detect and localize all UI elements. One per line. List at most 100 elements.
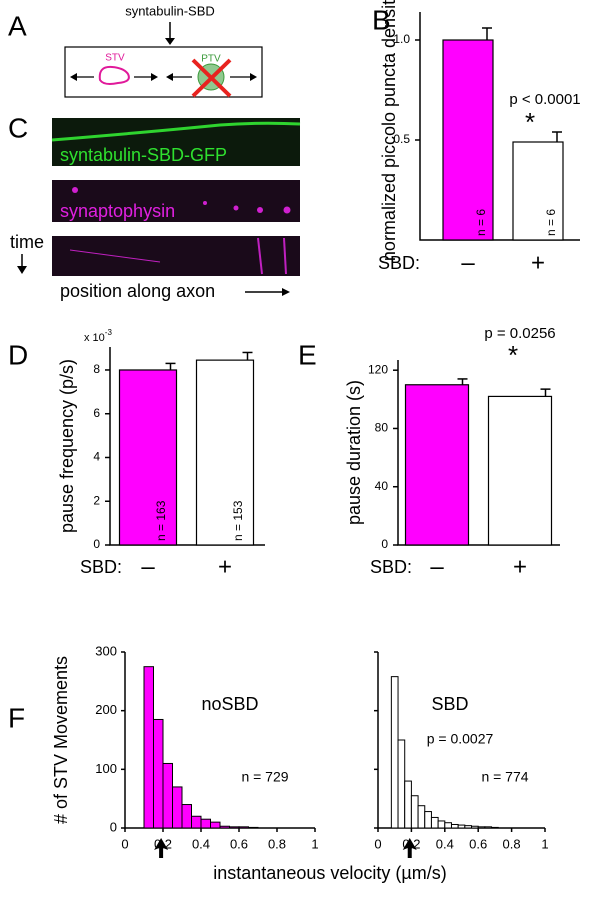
histogram-bar xyxy=(248,826,259,829)
bar xyxy=(195,359,255,546)
panel-label: B xyxy=(372,4,391,35)
n-label: n = 163 xyxy=(154,500,168,541)
n-label: n = 774 xyxy=(481,769,528,785)
histogram-bar xyxy=(219,825,230,829)
y-axis-label: # of STV Movements xyxy=(51,656,71,824)
stv-shape xyxy=(98,65,130,85)
multiplier-base: x 10 xyxy=(84,332,105,344)
arrow-head xyxy=(282,288,290,296)
histogram-bar xyxy=(390,676,399,829)
position-label: position along axon xyxy=(60,281,215,301)
y-tick-label: 300 xyxy=(95,643,117,658)
channel-label: syntabulin-SBD-GFP xyxy=(60,145,227,165)
bar xyxy=(118,369,178,546)
y-tick-label: 100 xyxy=(95,761,117,776)
histogram-title: SBD xyxy=(431,694,468,714)
x-axis-label: SBD: xyxy=(378,253,420,273)
n-label: n = 6 xyxy=(474,209,488,236)
kymo-traces xyxy=(69,237,287,275)
y-tick-label: 200 xyxy=(95,702,117,717)
histogram-bar xyxy=(191,815,202,829)
x-tick-label: 0.8 xyxy=(503,836,521,851)
puncta xyxy=(72,187,291,214)
y-tick-label: 1.0 xyxy=(393,32,410,46)
n-label: n = 6 xyxy=(544,209,558,236)
bar xyxy=(442,39,494,241)
arrow-heads xyxy=(70,73,257,81)
panel-label: E xyxy=(298,339,317,370)
histogram-bar xyxy=(172,786,183,829)
histogram-bar xyxy=(229,826,240,829)
histogram-bar xyxy=(437,820,446,829)
x-tick-label: 0.4 xyxy=(192,836,210,851)
y-tick-label: 2 xyxy=(93,493,100,507)
y-tick-label: 40 xyxy=(375,479,389,493)
image-gfp xyxy=(52,118,300,166)
arrow-head xyxy=(165,38,175,45)
histogram-bar xyxy=(143,666,154,829)
y-tick-label: 0 xyxy=(93,537,100,551)
histogram-bar xyxy=(457,824,466,829)
histogram-bar xyxy=(417,805,426,829)
y-tick-label: 8 xyxy=(93,362,100,376)
p-value: p = 0.0256 xyxy=(484,325,555,342)
x-tick-label: 0.6 xyxy=(469,836,487,851)
x-axis-label: SBD: xyxy=(370,557,412,577)
y-tick-label: 0 xyxy=(381,537,388,551)
bar xyxy=(404,384,470,546)
category-label: – xyxy=(430,553,444,580)
histogram-bar xyxy=(471,825,479,829)
mean-marker xyxy=(154,838,169,858)
histogram-bar xyxy=(153,718,164,829)
n-label: n = 153 xyxy=(231,500,245,541)
histogram-bar xyxy=(200,818,211,829)
histogram-bar xyxy=(397,739,406,829)
x-tick-label: 0.6 xyxy=(230,836,248,851)
histogram-bar xyxy=(477,826,486,829)
category-label: – xyxy=(141,553,155,580)
p-value: p < 0.0001 xyxy=(509,91,580,108)
bar xyxy=(512,141,564,241)
category-label: + xyxy=(531,249,545,276)
y-multiplier: x 10-3 xyxy=(84,328,112,344)
y-tick-label: 0 xyxy=(110,819,117,834)
histogram-bar xyxy=(464,825,473,829)
category-label: + xyxy=(513,553,527,580)
histogram-bar xyxy=(424,811,432,829)
histogram-bar xyxy=(450,823,459,829)
p-value: p = 0.0027 xyxy=(427,731,494,747)
axon-line xyxy=(51,121,301,142)
n-label: n = 729 xyxy=(241,769,288,785)
category-label: + xyxy=(218,553,232,580)
significance: * xyxy=(508,340,518,370)
panel-label: C xyxy=(8,112,28,143)
y-axis-label: pause frequency (p/s) xyxy=(57,359,77,533)
histogram-bar xyxy=(210,821,221,829)
x-tick-label: 0 xyxy=(121,836,128,851)
y-tick-label: 0.5 xyxy=(393,132,410,146)
histogram-bar xyxy=(430,816,439,829)
x-tick-label: 1 xyxy=(541,836,548,851)
kymograph xyxy=(52,236,300,276)
time-label: time xyxy=(10,232,44,252)
x-axis-label: SBD: xyxy=(80,557,122,577)
x-tick-label: 1 xyxy=(311,836,318,851)
histogram-bar xyxy=(484,826,493,829)
diagram-box xyxy=(64,46,263,98)
histogram-bar xyxy=(404,780,412,829)
drug-label: syntabulin-SBD xyxy=(125,3,215,18)
x-tick-label: 0.4 xyxy=(436,836,454,851)
category-label: – xyxy=(461,249,475,276)
histogram-bar xyxy=(162,762,173,829)
histogram-title: noSBD xyxy=(201,694,258,714)
image-synaptophysin xyxy=(52,180,300,222)
y-tick-label: 6 xyxy=(93,406,100,420)
multiplier-exp: -3 xyxy=(105,328,113,337)
bar xyxy=(487,395,553,546)
histogram-bar xyxy=(181,804,192,829)
x-tick-label: 0.8 xyxy=(268,836,286,851)
y-tick-label: 80 xyxy=(375,421,389,435)
mean-marker xyxy=(402,838,417,858)
